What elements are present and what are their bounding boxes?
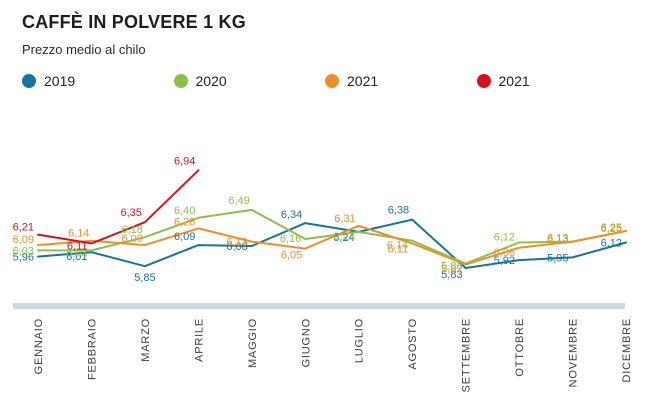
data-label: 6,34 [281, 209, 302, 221]
data-label: 6,01 [66, 251, 87, 263]
data-label: 5,95 [547, 252, 568, 264]
data-label: 6,03 [13, 245, 34, 257]
x-axis-label-marzo: MARZO [140, 318, 152, 362]
data-label: 5,92 [494, 255, 515, 267]
data-label: 6,09 [174, 231, 195, 243]
legend-dot-icon [173, 74, 188, 88]
data-label: 6,94 [174, 155, 195, 167]
data-label: 5,85 [134, 272, 155, 284]
legend-dot-icon [22, 74, 36, 88]
chart-header: CAFFÈ IN POLVERE 1 KG Prezzo medio al ch… [22, 12, 246, 57]
x-axis-labels: GENNAIO FEBBRAIO MARZO APRILE MAGGIO GIUGNO LU… [33, 318, 633, 392]
data-label: 6,31 [334, 213, 355, 225]
data-label: 5,87 [441, 264, 462, 276]
data-label: 6,18 [121, 224, 142, 236]
data-label: 6,09 [121, 233, 142, 245]
data-label: 6,03 [66, 247, 87, 259]
x-axis-label-giugno: GIUGNO [300, 318, 312, 367]
data-label: 6,40 [174, 205, 195, 217]
x-axis-label-gennaio: GENNAIO [33, 318, 45, 374]
x-axis-line [13, 303, 625, 309]
data-label: 6,09 [13, 234, 34, 246]
labels-series-2020-1: 6,03 6,03 6,18 6,40 6,49 6,16 6,24 6,14 5,88 6,12… [13, 195, 622, 273]
legend-dot-icon [325, 74, 339, 88]
data-label: 6,25 [601, 222, 622, 234]
x-axis-label-novembre: NOVEMBRE [568, 318, 580, 387]
series-line [37, 169, 200, 245]
data-label: 6,05 [281, 250, 302, 262]
data-label: 6,49 [228, 195, 249, 207]
line-series-2019-0 [37, 218, 627, 269]
x-axis-label-dicembre: DICEMBRE [621, 318, 633, 382]
data-label: 6,28 [174, 216, 195, 228]
data-label: 6,06 [494, 247, 515, 259]
line-series-2021-3 [37, 169, 200, 245]
x-axis-label-agosto: AGOSTO [407, 318, 419, 370]
data-label: 6,13 [226, 237, 247, 249]
x-axis-label-settembre: SETTEMBRE [461, 318, 473, 392]
legend-label: 2021 [498, 73, 530, 89]
x-axis-label-ottobre: OTTOBRE [514, 318, 526, 377]
data-label: 6,21 [13, 222, 34, 234]
data-label: 6,25 [601, 223, 622, 235]
series-line [37, 224, 627, 266]
legend-label: 2019 [44, 73, 76, 89]
data-label: 5,83 [441, 269, 462, 281]
legend-label: 2020 [195, 73, 227, 89]
data-label: 6,08 [226, 241, 247, 253]
legend-dot-icon [476, 74, 491, 88]
series-line [37, 218, 627, 269]
data-label: 6,11 [388, 243, 409, 255]
data-label: 6,16 [280, 233, 301, 245]
page-subtitle: Prezzo medio al chilo [22, 42, 146, 57]
legend-item-0: 2019 [22, 73, 174, 89]
labels-series-2021-2: 6,09 6,14 6,09 6,28 6,13 6,05 6,31 6,11 5,87 6,06… [13, 213, 622, 276]
chart-legend: 2019 2020 2021 2021 [22, 73, 628, 89]
data-label: 6,11 [67, 240, 88, 252]
x-axis-label-febbraio: FEBBRAIO [87, 318, 99, 380]
data-label: 6,12 [601, 238, 622, 250]
data-label: 6,35 [120, 207, 141, 219]
line-series-2020-1 [37, 208, 627, 265]
x-axis-label-luglio: LUGLIO [354, 318, 366, 363]
data-label: 6,14 [68, 228, 89, 240]
x-axis-label-aprile: APRILE [193, 318, 205, 362]
legend-item-3: 2021 [476, 73, 629, 89]
series-line [37, 208, 627, 265]
data-label: 6,38 [388, 205, 409, 217]
data-label: 6,24 [333, 232, 354, 244]
data-label: 5,88 [441, 261, 462, 273]
data-label: 6,12 [494, 232, 515, 244]
data-label: 6,14 [387, 240, 408, 252]
legend-label: 2021 [347, 73, 379, 89]
page-title: CAFFÈ IN POLVERE 1 KG [22, 12, 246, 32]
labels-series-2021-3: 6,21 6,11 6,35 6,94 [13, 155, 196, 252]
data-label: 6,13 [547, 234, 568, 246]
legend-item-1: 2020 [173, 73, 326, 89]
legend-item-2: 2021 [325, 73, 477, 89]
data-label: 5,96 [13, 252, 34, 264]
data-label: 6,13 [547, 233, 568, 245]
line-series-2021-2 [37, 224, 627, 266]
data-label: 6,24 [333, 231, 354, 243]
labels-series-2019-0: 5,96 6,01 5,85 6,09 6,08 6,34 6,24 6,38 5,83 5,92… [13, 205, 622, 285]
x-axis-label-maggio: MAGGIO [247, 318, 259, 368]
